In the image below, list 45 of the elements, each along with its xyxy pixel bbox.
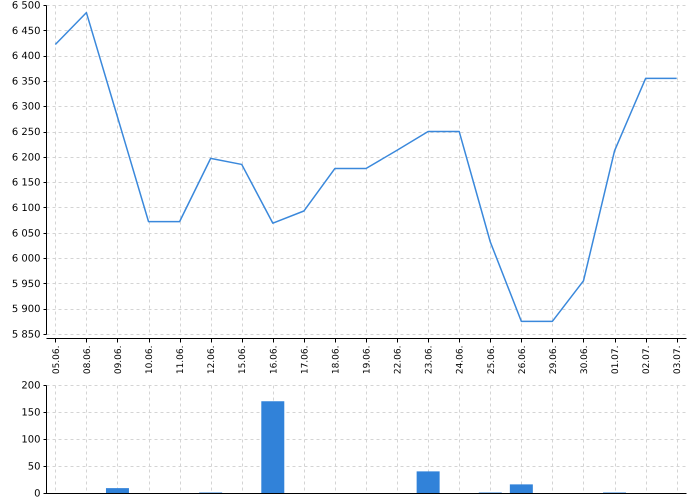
y-tick-label: 6 250 bbox=[12, 127, 40, 138]
bar bbox=[106, 488, 129, 493]
y-tick-label: 6 150 bbox=[12, 178, 40, 189]
y-tick-label: 5 850 bbox=[12, 330, 40, 340]
x-tick-label: 05.06. bbox=[52, 346, 62, 374]
bar bbox=[261, 401, 284, 493]
y-tick-label: 0 bbox=[34, 488, 40, 500]
y-tick-label: 150 bbox=[21, 408, 40, 418]
y-tick-label: 6 450 bbox=[12, 26, 40, 37]
y-tick-label: 6 000 bbox=[12, 254, 40, 265]
x-tick-label: 22.06. bbox=[394, 346, 404, 374]
y-tick-label: 100 bbox=[21, 434, 40, 446]
y-tick-label: 200 bbox=[21, 380, 40, 392]
y-tick-label: 6 100 bbox=[12, 202, 40, 214]
x-tick-label: 15.06. bbox=[238, 346, 248, 374]
y-tick-label: 5 900 bbox=[12, 304, 40, 316]
x-tick-label: 18.06. bbox=[331, 346, 342, 374]
x-tick-label: 19.06. bbox=[362, 346, 372, 374]
y-tick-label: 6 400 bbox=[12, 51, 40, 62]
x-tick-label: 25.06. bbox=[486, 346, 497, 374]
y-tick-label: 6 050 bbox=[12, 228, 40, 240]
x-tick-label: 09.06. bbox=[114, 346, 124, 374]
y-tick-label: 6 200 bbox=[12, 152, 40, 164]
x-tick-label: 30.06. bbox=[580, 346, 590, 374]
x-tick-label: 24.06. bbox=[456, 346, 466, 374]
x-tick-label: 26.06. bbox=[518, 346, 528, 374]
y-tick-label: 5 950 bbox=[12, 278, 40, 290]
x-tick-label: 23.06. bbox=[424, 346, 435, 374]
x-tick-label: 17.06. bbox=[300, 346, 310, 374]
line-series bbox=[54, 12, 678, 322]
y-tick-label: 50 bbox=[28, 462, 40, 472]
x-tick-label: 08.06. bbox=[82, 346, 93, 374]
bar bbox=[510, 484, 533, 493]
y-tick-label: 6 300 bbox=[12, 102, 40, 113]
y-tick-label: 6 500 bbox=[12, 0, 40, 12]
x-tick-label: 10.06. bbox=[145, 346, 156, 374]
bar bbox=[416, 471, 440, 493]
x-tick-label: 29.06. bbox=[548, 346, 559, 374]
x-tick-label: 01.07. bbox=[611, 346, 622, 374]
x-tick-label: 11.06. bbox=[176, 346, 186, 374]
x-tick-label: 03.07. bbox=[673, 346, 684, 374]
x-tick-label: 02.07. bbox=[642, 346, 652, 374]
x-tick-label: 12.06. bbox=[207, 346, 218, 374]
y-tick-label: 6 350 bbox=[12, 76, 40, 88]
x-tick-label: 16.06. bbox=[269, 346, 280, 374]
